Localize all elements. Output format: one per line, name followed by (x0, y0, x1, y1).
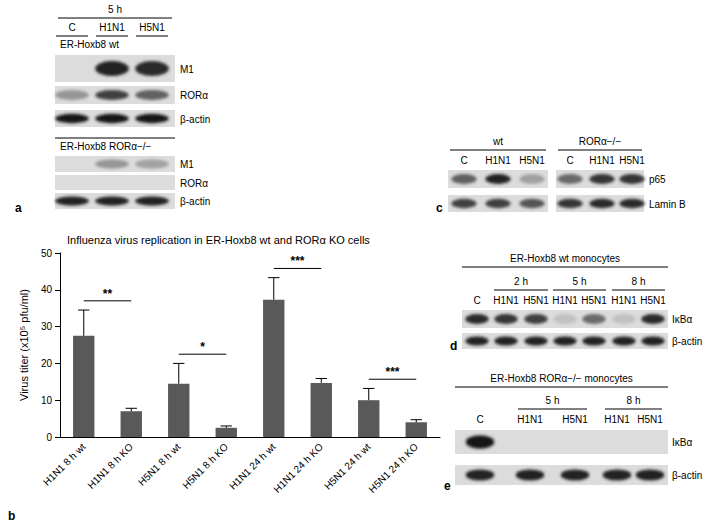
svg-text:H1N1: H1N1 (493, 295, 519, 306)
svg-text:H5N1: H5N1 (562, 414, 588, 425)
svg-text:H5N1 24 h wt: H5N1 24 h wt (322, 441, 373, 492)
svg-text:β-actin: β-actin (180, 196, 210, 207)
svg-text:5 h: 5 h (573, 276, 587, 287)
svg-text:e: e (444, 479, 451, 493)
svg-text:H5N1 8 h wt: H5N1 8 h wt (136, 441, 183, 488)
svg-text:*: * (200, 340, 205, 354)
svg-text:IκBα: IκBα (672, 437, 692, 448)
svg-text:H1N1 24 h wt: H1N1 24 h wt (227, 441, 278, 492)
svg-text:H1N1: H1N1 (517, 414, 543, 425)
svg-text:Lamin B: Lamin B (649, 199, 686, 210)
svg-text:H5N1: H5N1 (640, 295, 666, 306)
svg-text:d: d (450, 339, 457, 353)
svg-text:H5N1: H5N1 (619, 155, 645, 166)
svg-text:50: 50 (41, 248, 53, 259)
svg-text:ER-Hoxb8 RORα−/− monocytes: ER-Hoxb8 RORα−/− monocytes (490, 373, 633, 384)
svg-text:8 h: 8 h (627, 395, 641, 406)
svg-text:H1N1: H1N1 (604, 414, 630, 425)
svg-text:***: *** (385, 365, 399, 379)
svg-text:H5N1: H5N1 (637, 414, 663, 425)
svg-text:H1N1: H1N1 (485, 155, 511, 166)
svg-text:**: ** (103, 287, 113, 301)
svg-text:20: 20 (41, 358, 53, 369)
svg-text:H5N1: H5N1 (139, 22, 165, 33)
svg-text:c: c (436, 201, 443, 215)
svg-text:H5N1: H5N1 (523, 295, 549, 306)
svg-text:2 h: 2 h (514, 276, 528, 287)
svg-text:M1: M1 (180, 159, 194, 170)
svg-text:C: C (68, 22, 75, 33)
svg-text:p65: p65 (649, 174, 666, 185)
svg-text:ER-Hoxb8 wt monocytes: ER-Hoxb8 wt monocytes (510, 253, 620, 264)
svg-text:Virus titer (x10⁵ pfu/ml): Virus titer (x10⁵ pfu/ml) (18, 289, 30, 401)
svg-text:Influenza virus replication in: Influenza virus replication in ER-Hoxb8 … (67, 234, 370, 246)
svg-text:C: C (476, 414, 483, 425)
svg-text:β-actin: β-actin (180, 114, 210, 125)
svg-text:RORα−/−: RORα−/− (579, 136, 622, 147)
svg-text:H1N1 8 h wt: H1N1 8 h wt (41, 441, 88, 488)
svg-text:RORα: RORα (180, 178, 208, 189)
svg-text:H5N1 24 h KO: H5N1 24 h KO (366, 441, 420, 495)
svg-text:5 h: 5 h (546, 395, 560, 406)
svg-text:RORα: RORα (180, 90, 208, 101)
svg-text:H1N1: H1N1 (611, 295, 637, 306)
svg-text:IκBα: IκBα (672, 314, 692, 325)
svg-text:H1N1 24 h KO: H1N1 24 h KO (271, 441, 325, 495)
svg-text:ER-Hoxb8 wt: ER-Hoxb8 wt (60, 39, 119, 50)
svg-text:β-actin: β-actin (672, 470, 702, 481)
svg-text:30: 30 (41, 321, 53, 332)
svg-text:H1N1 8 h KO: H1N1 8 h KO (85, 441, 135, 491)
svg-text:C: C (473, 295, 480, 306)
svg-text:***: *** (290, 254, 304, 268)
svg-text:H5N1: H5N1 (519, 155, 545, 166)
svg-text:H1N1: H1N1 (552, 295, 578, 306)
svg-text:ER-Hoxb8 RORα−/−: ER-Hoxb8 RORα−/− (60, 141, 152, 152)
svg-text:β-actin: β-actin (672, 336, 702, 347)
svg-text:10: 10 (41, 395, 53, 406)
svg-text:8 h: 8 h (632, 276, 646, 287)
svg-text:40: 40 (41, 284, 53, 295)
svg-text:wt: wt (492, 136, 503, 147)
svg-text:H5N1: H5N1 (581, 295, 607, 306)
svg-text:C: C (566, 155, 573, 166)
svg-text:a: a (15, 201, 22, 215)
svg-text:C: C (460, 155, 467, 166)
svg-text:H1N1: H1N1 (99, 22, 125, 33)
svg-text:M1: M1 (180, 64, 194, 75)
svg-text:5 h: 5 h (108, 4, 122, 15)
svg-text:H1N1: H1N1 (589, 155, 615, 166)
svg-text:0: 0 (46, 432, 52, 443)
svg-text:H5N1 8 h KO: H5N1 8 h KO (180, 441, 230, 491)
svg-text:b: b (8, 509, 15, 523)
